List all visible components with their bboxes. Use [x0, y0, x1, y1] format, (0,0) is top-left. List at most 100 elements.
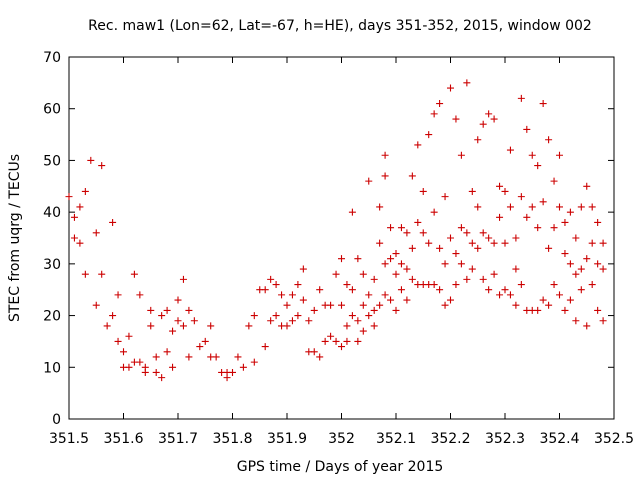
data-point — [354, 317, 362, 325]
data-point — [310, 348, 318, 356]
data-point — [223, 374, 231, 382]
x-tick-label: 351.7 — [158, 431, 198, 447]
data-point — [245, 322, 253, 330]
x-tick-label: 352 — [328, 431, 355, 447]
data-point — [447, 234, 454, 242]
data-point — [261, 286, 269, 294]
data-point — [430, 208, 438, 216]
data-point — [348, 208, 356, 216]
data-point — [81, 187, 89, 195]
data-point — [594, 306, 602, 314]
data-point — [70, 213, 78, 221]
data-point — [545, 244, 553, 252]
data-point — [474, 203, 482, 211]
data-point — [490, 270, 498, 278]
data-point — [534, 306, 542, 314]
data-point — [272, 312, 280, 320]
data-point — [381, 172, 389, 180]
data-point — [381, 151, 389, 159]
data-point — [490, 239, 498, 247]
data-point — [572, 270, 580, 278]
data-point — [534, 224, 542, 232]
data-point — [321, 337, 329, 345]
data-point — [430, 281, 438, 289]
data-point — [70, 234, 78, 242]
data-point — [403, 296, 411, 304]
data-point — [359, 270, 367, 278]
data-point — [120, 348, 127, 356]
data-point — [294, 281, 302, 289]
data-point — [397, 286, 405, 294]
data-point — [125, 363, 133, 371]
chart-title: Rec. maw1 (Lon=62, Lat=-67, h=HE), days … — [88, 18, 592, 34]
data-point — [496, 182, 504, 190]
data-point — [403, 229, 411, 237]
data-point — [512, 265, 520, 273]
data-point — [436, 100, 444, 108]
data-point — [250, 358, 258, 366]
data-point — [556, 203, 563, 211]
y-axis-label: STEC from uqrg / TECUs — [7, 154, 23, 322]
y-tick-label: 10 — [43, 360, 61, 376]
data-point — [196, 343, 204, 351]
data-point — [485, 110, 493, 118]
data-point — [327, 332, 335, 340]
data-point — [234, 353, 242, 361]
data-point — [310, 306, 318, 314]
data-point — [594, 260, 602, 268]
data-point — [387, 255, 395, 263]
data-point — [599, 265, 607, 273]
data-point — [599, 317, 607, 325]
y-tick-label: 20 — [43, 309, 61, 325]
data-point — [370, 322, 378, 330]
data-point — [338, 255, 345, 263]
data-point — [556, 291, 563, 299]
data-point — [452, 115, 460, 123]
data-point — [463, 79, 471, 87]
data-point — [457, 151, 465, 159]
data-point — [190, 317, 198, 325]
data-point — [414, 218, 422, 226]
data-point — [539, 100, 547, 108]
data-point — [425, 239, 433, 247]
data-point — [523, 125, 531, 133]
data-point — [288, 317, 296, 325]
data-point — [408, 172, 416, 180]
data-point — [474, 244, 482, 252]
data-point — [468, 239, 476, 247]
data-point — [539, 198, 547, 206]
data-point — [92, 229, 100, 237]
data-point — [267, 275, 275, 283]
data-point — [125, 332, 133, 340]
data-point — [501, 286, 509, 294]
data-point — [561, 218, 569, 226]
data-point — [566, 296, 574, 304]
data-point — [370, 306, 378, 314]
data-point — [288, 291, 296, 299]
data-point — [158, 312, 166, 320]
data-point — [479, 120, 487, 128]
data-point — [474, 136, 482, 144]
data-point — [479, 275, 487, 283]
data-point — [441, 301, 449, 309]
data-point — [365, 177, 373, 185]
data-point — [447, 84, 454, 92]
data-point — [343, 322, 351, 330]
data-point — [147, 306, 155, 314]
data-point — [179, 322, 187, 330]
data-point — [490, 115, 498, 123]
data-point — [163, 306, 171, 314]
data-point — [506, 291, 514, 299]
data-point — [496, 213, 504, 221]
data-point — [376, 203, 384, 211]
data-point — [387, 224, 395, 232]
data-point — [479, 229, 487, 237]
data-point — [501, 239, 509, 247]
data-point — [441, 193, 449, 201]
data-point — [365, 291, 373, 299]
data-point — [539, 296, 547, 304]
data-point — [528, 203, 536, 211]
data-point — [545, 301, 553, 309]
